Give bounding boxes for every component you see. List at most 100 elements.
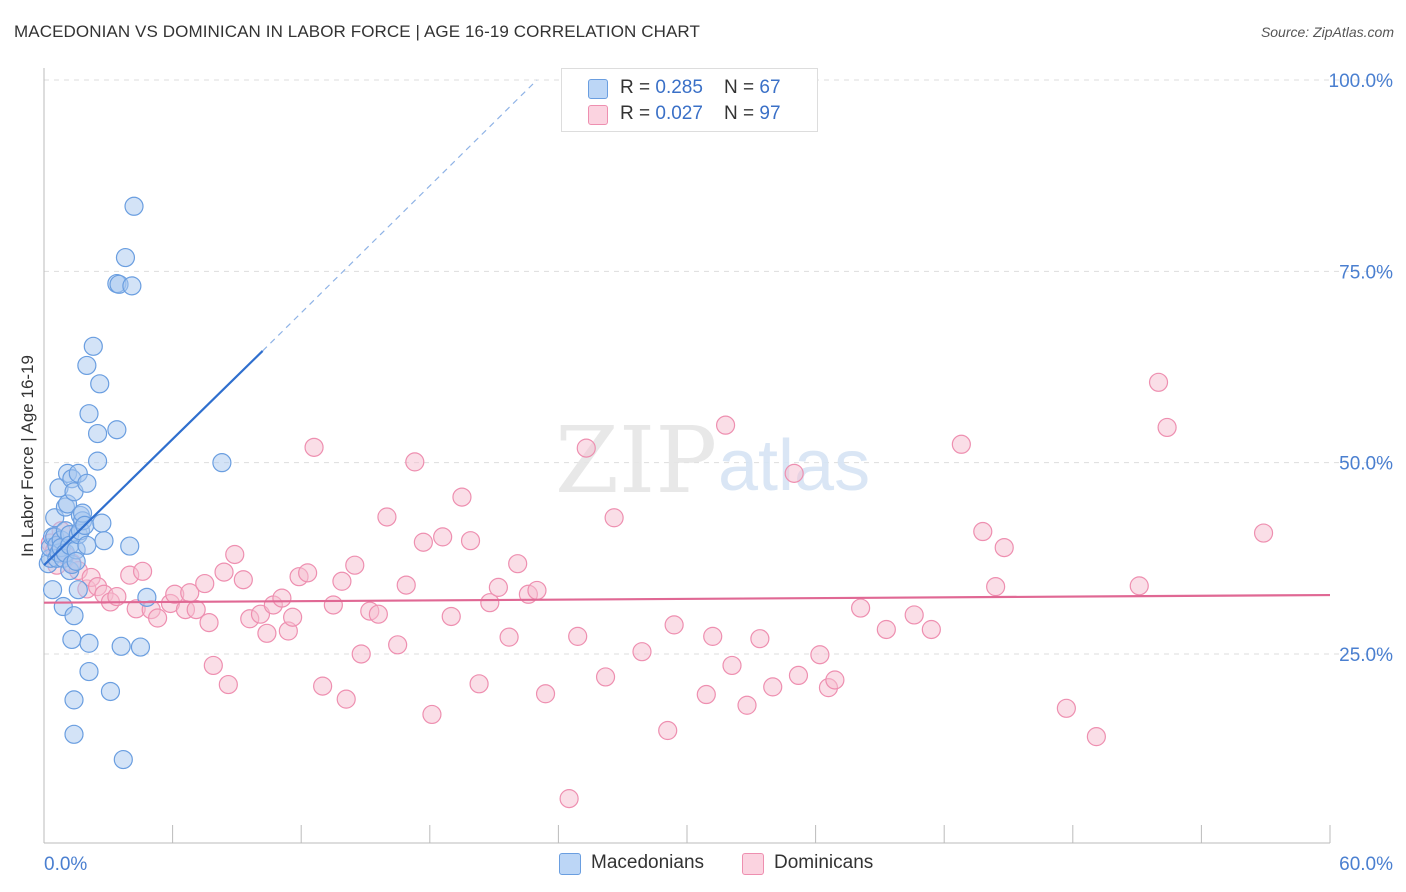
dominicans-point	[604, 508, 624, 528]
macedonians-point	[83, 336, 103, 356]
macedonians-point	[100, 681, 121, 702]
dominicans-point	[332, 571, 352, 591]
dominicans-point	[396, 575, 416, 595]
x-tick-label: 0.0%	[44, 854, 87, 875]
dominicans-point	[825, 670, 845, 690]
dominicans-point	[951, 434, 971, 454]
dominicans-point	[233, 570, 253, 590]
dominicans-point	[283, 607, 303, 627]
dominicans-point	[272, 588, 292, 608]
dominicans-point	[595, 667, 616, 687]
dominicans-point	[1253, 523, 1274, 543]
dominicans-point	[904, 605, 924, 625]
bottom-legend-label: Dominicans	[774, 852, 874, 873]
dominicans-point	[345, 555, 365, 575]
dominicans-point	[788, 665, 809, 686]
dominicans-point	[568, 626, 588, 646]
macedonians-point	[87, 423, 108, 444]
dominicans-point	[225, 544, 245, 565]
dominicans-point	[298, 563, 318, 583]
macedonians-point	[94, 531, 114, 551]
macedonians-point	[90, 374, 110, 394]
dominicans-point	[132, 561, 153, 581]
dominicans-point	[203, 655, 223, 676]
y-tick-label: 75.0%	[1339, 262, 1393, 283]
dominicans-point	[368, 604, 388, 624]
dominicans-trend-line	[43, 593, 1331, 604]
dominicans-point	[750, 629, 770, 649]
macedonians-point	[111, 636, 131, 656]
y-tick-label: 25.0%	[1339, 645, 1393, 666]
macedonians-trend-extension	[262, 79, 538, 352]
macedonians-point	[137, 587, 157, 607]
dominicans-point	[257, 623, 277, 643]
dominicans-point	[715, 415, 736, 435]
y-tick-label: 50.0%	[1339, 454, 1393, 475]
dominicans-point	[994, 537, 1014, 558]
dominicans-point	[351, 644, 371, 664]
dominicans-point	[323, 595, 343, 615]
macedonians-point	[77, 355, 97, 376]
macedonians-point	[79, 661, 99, 682]
macedonians-point	[77, 535, 97, 555]
macedonians-point	[130, 637, 151, 657]
macedonians-point	[64, 724, 84, 744]
bottom-legend-label: Macedonians	[591, 852, 705, 873]
y-axis-label: In Labor Force | Age 16-19	[18, 355, 37, 557]
macedonians-point	[79, 404, 99, 424]
macedonians-point	[124, 196, 144, 216]
dominicans-point	[218, 674, 238, 695]
dominicans-point	[433, 527, 453, 547]
dominicans-point	[658, 720, 678, 741]
legend-n-label: N =	[724, 103, 760, 124]
macedonians-point	[77, 473, 97, 493]
dominicans-point	[851, 598, 871, 618]
dominicans-point	[973, 521, 993, 542]
tick-labels: 25.0% 50.0% 75.0% 100.0% 0.0% 60.0%	[44, 71, 1393, 875]
dominicans-point	[576, 438, 596, 458]
macedonians-point	[42, 580, 63, 600]
dominicans-point	[737, 695, 757, 715]
dominicans-point	[147, 608, 168, 628]
macedonians-point	[87, 451, 108, 471]
bottom-legend-swatch-blue	[559, 853, 581, 875]
dominicans-point	[377, 507, 397, 527]
grid-lines	[44, 79, 1392, 655]
dominicans-point	[921, 619, 941, 640]
bottom-legend-swatch-pink	[742, 853, 764, 875]
dominicans-point	[460, 531, 481, 551]
dominicans-point	[488, 577, 508, 597]
macedonians-point	[66, 551, 86, 571]
legend-n-value: 67	[759, 77, 781, 98]
source-label: Source: ZipAtlas.com	[1260, 24, 1394, 40]
watermark: ZIP atlas	[555, 407, 870, 514]
dominicans-point	[452, 487, 472, 507]
dominicans-point	[810, 645, 830, 665]
legend-r-value: 0.285	[655, 77, 703, 98]
dominicans-point	[703, 626, 723, 646]
legend-n-label: N =	[724, 77, 760, 98]
dominicans-point	[1056, 698, 1076, 718]
y-tick-label: 100.0%	[1329, 71, 1394, 92]
dominicans-point	[527, 580, 547, 601]
macedonians-point	[107, 420, 127, 440]
dominicans-point	[413, 532, 433, 552]
macedonians-point	[212, 453, 232, 473]
dominicans-point	[632, 642, 652, 662]
dominicans-point	[480, 593, 500, 613]
dominicans-point	[1086, 727, 1106, 747]
macedonians-point	[113, 749, 133, 770]
legend-n-value: 97	[759, 103, 781, 124]
dominicans-point	[664, 615, 684, 635]
dominicans-point	[469, 674, 489, 694]
x-tick-label: 60.0%	[1339, 854, 1393, 875]
dominicans-point	[722, 655, 742, 676]
chart-title: MACEDONIAN VS DOMINICAN IN LABOR FORCE |…	[14, 22, 700, 41]
dominicans-point	[405, 452, 425, 472]
dominicans-point	[186, 599, 206, 620]
macedonians-point	[62, 629, 82, 650]
dominicans-point	[1157, 417, 1177, 438]
dominicans-point	[986, 577, 1006, 597]
dominicans-point	[763, 677, 783, 697]
dominicans-point	[508, 554, 528, 574]
